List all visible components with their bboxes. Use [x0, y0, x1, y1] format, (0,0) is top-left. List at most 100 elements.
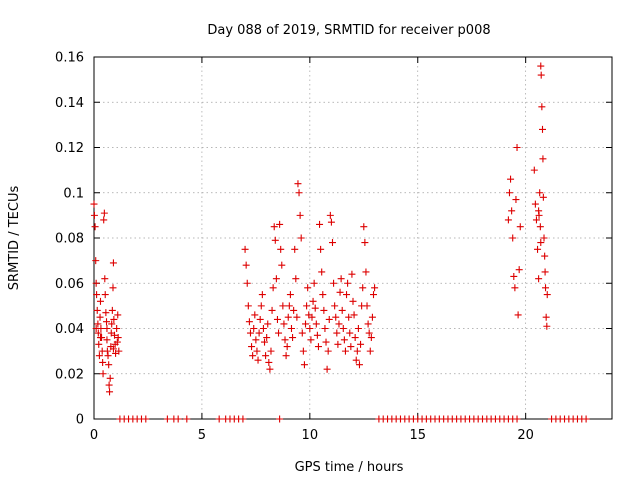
data-point [282, 352, 290, 360]
data-point [537, 71, 545, 79]
data-point [531, 200, 539, 208]
y-tick-label: 0.08 [55, 232, 84, 247]
data-point [300, 361, 308, 369]
data-point [335, 320, 343, 328]
data-point [285, 302, 293, 310]
data-point [261, 338, 269, 346]
data-point [258, 291, 266, 299]
data-point [255, 329, 263, 337]
data-point [106, 388, 114, 396]
data-point [268, 306, 276, 314]
data-point [359, 284, 367, 292]
y-axis-label: SRMTID / TECUs [7, 186, 22, 291]
data-point [370, 291, 378, 299]
data-point [114, 311, 122, 319]
data-point [163, 415, 171, 423]
data-point [100, 216, 108, 224]
data-point [248, 343, 256, 351]
data-point [346, 329, 354, 337]
data-point [283, 343, 291, 351]
data-point [279, 302, 287, 310]
y-tick-label: 0.14 [55, 96, 84, 111]
axis-ticks: 0 0.02 0.04 0.06 0.08 0.1 0.12 0.14 0.16 0 5 10 15 20 [55, 51, 612, 443]
data-point [513, 415, 521, 423]
data-point [364, 320, 372, 328]
grid-lines [94, 57, 612, 419]
data-point [343, 291, 351, 299]
data-point [271, 236, 279, 244]
data-point [96, 313, 104, 321]
data-point [536, 223, 544, 231]
data-point [296, 211, 304, 219]
data-point [332, 313, 340, 321]
data-point [256, 315, 264, 323]
data-point [108, 306, 116, 314]
data-point [90, 211, 98, 219]
data-point [368, 313, 376, 321]
data-point [340, 336, 348, 344]
data-point [347, 343, 355, 351]
data-point [327, 218, 335, 226]
data-point [362, 268, 370, 276]
data-point [334, 340, 342, 348]
data-point [90, 200, 98, 208]
data-point [541, 252, 549, 260]
data-point [265, 358, 273, 366]
data-point [543, 291, 551, 299]
data-point [348, 270, 356, 278]
data-point [304, 284, 312, 292]
data-point [114, 334, 122, 342]
data-point [299, 347, 307, 355]
data-point [333, 329, 341, 337]
data-point [142, 415, 150, 423]
data-point [95, 340, 103, 348]
data-point [293, 313, 301, 321]
data-point [250, 325, 258, 332]
data-point [270, 223, 278, 231]
data-point [106, 374, 114, 382]
data-point [269, 284, 277, 292]
data-point [350, 311, 358, 319]
data-point [243, 279, 251, 287]
data-point [509, 234, 517, 242]
data-point [276, 220, 284, 228]
chart-title: Day 088 of 2019, SRMTID for receiver p00… [207, 23, 490, 38]
data-point [287, 325, 295, 332]
y-tick-label: 0 [76, 413, 84, 428]
data-point [505, 189, 513, 197]
data-point [535, 211, 543, 219]
data-point [351, 334, 359, 342]
data-point [313, 331, 321, 339]
data-point [94, 329, 102, 337]
data-point [538, 103, 546, 111]
data-point [253, 347, 261, 355]
data-point [297, 234, 305, 242]
data-point [246, 329, 254, 337]
data-point [292, 275, 300, 283]
data-point [371, 284, 379, 292]
data-point [252, 336, 260, 344]
data-point [101, 291, 109, 299]
data-point [513, 144, 521, 151]
data-point [535, 275, 543, 283]
x-tick-label: 0 [90, 428, 98, 443]
data-point [349, 297, 357, 305]
data-point [262, 352, 270, 360]
data-point [536, 189, 544, 197]
data-point [361, 239, 369, 247]
data-point [543, 322, 551, 330]
y-tick-label: 0.06 [55, 277, 84, 292]
data-point [257, 302, 265, 310]
data-point [263, 334, 271, 342]
data-point [109, 345, 117, 353]
data-point [101, 275, 109, 283]
data-point [339, 325, 347, 332]
data-point [323, 365, 331, 373]
data-point [92, 257, 100, 265]
data-point [111, 331, 119, 339]
data-point [284, 313, 292, 321]
data-point [277, 245, 285, 253]
data-point [363, 302, 371, 310]
data-point [245, 318, 253, 326]
data-point [539, 155, 547, 163]
